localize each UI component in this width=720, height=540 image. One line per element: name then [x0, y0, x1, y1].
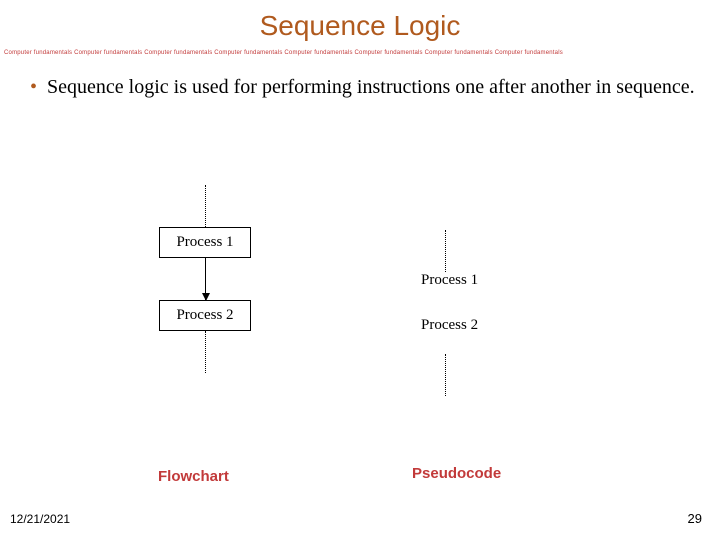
- pseudo-dotted-bottom: [445, 354, 446, 396]
- footer-date: 12/21/2021: [10, 512, 70, 526]
- flow-dotted-bottom: [205, 331, 206, 373]
- flowchart-label: Flowchart: [158, 468, 229, 485]
- flow-dotted-top: [205, 185, 206, 227]
- divider-strip: Computer fundamentals Computer fundament…: [0, 42, 720, 70]
- bullet-text: Sequence logic is used for performing in…: [47, 74, 695, 100]
- bullet-marker: •: [30, 74, 37, 100]
- pseudocode-label: Pseudocode: [412, 465, 501, 482]
- flowchart-column: Process 1 Process 2: [140, 185, 270, 373]
- diagram-area: Process 1 Process 2 Process 1 Process 2: [0, 185, 720, 485]
- footer-page-number: 29: [688, 511, 702, 526]
- pseudo-dotted-top: [445, 230, 446, 272]
- pseudocode-column: Process 1 Process 2: [395, 230, 535, 396]
- pseudo-line-2: Process 2: [421, 317, 478, 334]
- flow-process-1-box: Process 1: [159, 227, 250, 258]
- flow-process-2-box: Process 2: [159, 300, 250, 331]
- flow-arrow: [205, 258, 206, 300]
- arrowhead-icon: [202, 293, 210, 301]
- page-title: Sequence Logic: [0, 0, 720, 42]
- pseudo-line-1: Process 1: [421, 272, 478, 289]
- bullet-row: • Sequence logic is used for performing …: [0, 70, 720, 100]
